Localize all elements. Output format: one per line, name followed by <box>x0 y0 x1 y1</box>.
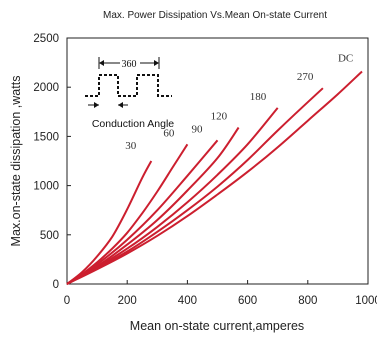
y-tick-label: 500 <box>40 230 59 242</box>
series-line-30 <box>66 160 153 285</box>
x-tick-label: 800 <box>298 295 317 307</box>
series-line-dc <box>66 70 363 285</box>
y-tick-label: 0 <box>53 279 59 291</box>
inset-caption: Conduction Angle <box>92 118 174 130</box>
x-tick-label: 600 <box>238 295 257 307</box>
series-lines <box>66 70 363 285</box>
x-axis-ticks: 0 200 400 600 800 1000 <box>64 280 377 307</box>
series-label-120: 120 <box>211 111 228 123</box>
y-tick-label: 2500 <box>33 33 59 45</box>
x-axis-label: Mean on-state current,amperes <box>130 319 304 333</box>
y-tick-label: 1000 <box>33 181 59 193</box>
x-tick-label: 400 <box>178 295 197 307</box>
series-label-90: 90 <box>192 123 204 135</box>
chart-title: Max. Power Dissipation Vs.Mean On-state … <box>103 10 327 21</box>
series-line-270 <box>66 87 324 285</box>
y-axis-ticks: 0 500 1000 1500 2000 2500 <box>33 33 71 291</box>
series-label-30: 30 <box>125 140 137 152</box>
series-label-dc: DC <box>338 52 353 64</box>
series-labels: 30 60 90 120 180 270 DC <box>125 52 353 152</box>
x-tick-label: 0 <box>64 295 70 307</box>
series-line-90 <box>66 139 219 285</box>
inset-period-label: 360 <box>122 59 137 70</box>
inset-arrowhead-right <box>154 60 159 66</box>
inset-angle-arrowhead-right <box>118 102 123 108</box>
y-tick-label: 2000 <box>33 82 59 94</box>
series-label-270: 270 <box>297 71 314 83</box>
y-axis-label: Max.on-state dissipation ,watts <box>9 76 23 247</box>
plot-area <box>66 37 369 285</box>
y-tick-label: 1500 <box>33 131 59 143</box>
inset-arrowhead-left <box>99 60 104 66</box>
x-tick-label: 1000 <box>355 295 377 307</box>
x-tick-label: 200 <box>118 295 137 307</box>
series-label-180: 180 <box>250 91 267 103</box>
series-label-60: 60 <box>163 127 175 139</box>
conduction-angle-inset: 360 Conduction Angle <box>85 57 174 130</box>
inset-waveform <box>85 74 172 97</box>
inset-angle-arrowhead-left <box>94 102 99 108</box>
